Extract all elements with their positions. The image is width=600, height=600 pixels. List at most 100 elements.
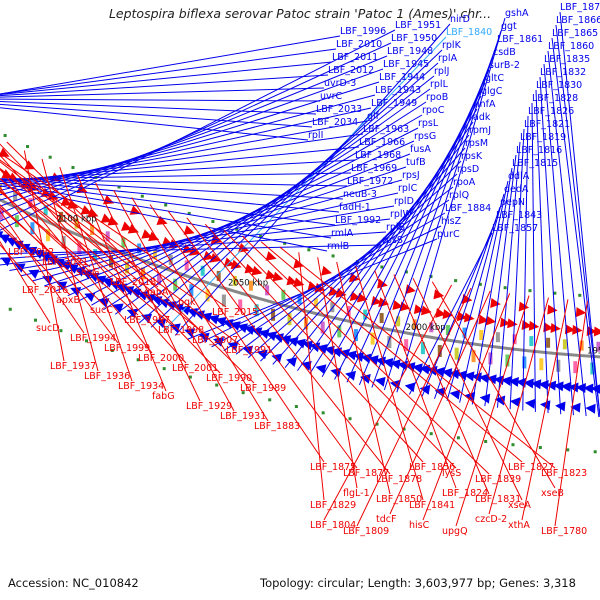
gene-label-forward[interactable]: ddlA	[508, 171, 530, 182]
gene-label-forward[interactable]: LBF_1968	[355, 150, 401, 161]
gene-arrow[interactable]	[442, 309, 454, 320]
gene-label-forward[interactable]: LBF_1843	[496, 210, 542, 221]
feature-block[interactable]	[205, 289, 210, 302]
gene-arrow[interactable]	[121, 283, 135, 296]
gene-arrow[interactable]	[67, 199, 80, 213]
gene-label-reverse[interactable]: LBF_1877	[343, 468, 389, 479]
gene-arrow[interactable]	[524, 398, 536, 409]
gene-arrow[interactable]	[411, 362, 423, 374]
gene-label-reverse[interactable]: LBF_1823	[541, 468, 587, 479]
gene-label-reverse[interactable]: LBF_1831	[475, 494, 521, 505]
gene-label-forward[interactable]: LBF_1948	[387, 46, 433, 57]
gene-label-forward[interactable]: LBF_1821	[524, 119, 570, 130]
gene-arrow[interactable]	[523, 378, 534, 389]
gene-arrow[interactable]	[441, 367, 453, 379]
feature-block[interactable]	[287, 313, 292, 326]
feature-block[interactable]	[387, 335, 392, 348]
feature-block[interactable]	[221, 294, 226, 307]
gene-label-forward[interactable]: LBF_1972	[347, 176, 393, 187]
gene-label-reverse[interactable]: xseB	[541, 488, 564, 499]
gene-label-forward[interactable]: rplQ	[449, 190, 469, 201]
feature-block[interactable]	[445, 325, 450, 336]
gene-arrow[interactable]	[321, 265, 333, 278]
gene-label-forward[interactable]: fadH-1	[339, 202, 371, 213]
gene-arrow[interactable]	[500, 375, 512, 387]
gene-label-forward[interactable]: rplD	[394, 196, 414, 207]
gene-label-forward[interactable]: LBF_1951	[395, 20, 441, 31]
gene-label-forward[interactable]: LBF_1884	[445, 203, 491, 214]
gene-label-forward[interactable]: rpsJ	[402, 170, 420, 181]
feature-block[interactable]	[281, 289, 286, 300]
gene-arrow[interactable]	[300, 358, 312, 371]
gene-label-forward[interactable]: LBF_2034	[312, 117, 358, 128]
gene-arrow[interactable]	[485, 315, 497, 327]
gene-arrow[interactable]	[543, 322, 554, 333]
gene-arrow[interactable]	[389, 378, 401, 390]
gene-label-forward[interactable]: LBF_1949	[371, 98, 417, 109]
feature-block[interactable]	[141, 267, 146, 280]
gene-label-reverse[interactable]: LBF_1850	[376, 494, 422, 505]
feature-block[interactable]	[454, 347, 459, 360]
gene-arrow[interactable]	[499, 317, 511, 328]
feature-block[interactable]	[271, 308, 276, 321]
gene-arrow[interactable]	[244, 263, 257, 276]
gene-label-reverse[interactable]: LBF_1999	[104, 343, 150, 354]
feature-block[interactable]	[573, 361, 578, 374]
gene-arrow[interactable]	[456, 369, 468, 381]
feature-block[interactable]	[471, 350, 476, 363]
gene-arrow[interactable]	[315, 342, 328, 354]
gene-arrow[interactable]	[150, 293, 163, 306]
gene-label-forward[interactable]: LBF_1826	[528, 106, 574, 117]
gene-label-forward[interactable]: LBF_2011	[332, 52, 378, 63]
gene-label-reverse[interactable]: LBF_1934	[118, 381, 164, 392]
gene-arrow[interactable]	[264, 329, 277, 342]
gene-arrow[interactable]	[0, 227, 4, 241]
gene-arrow[interactable]	[553, 380, 564, 392]
gene-arrow[interactable]	[545, 380, 557, 391]
feature-block[interactable]	[254, 304, 259, 317]
gene-label-forward[interactable]: rpsK	[461, 151, 483, 162]
gene-label-forward[interactable]: rpsG	[414, 131, 436, 142]
gene-arrow[interactable]	[538, 379, 549, 390]
gene-label-forward[interactable]: rplB	[386, 222, 405, 233]
gene-label-forward[interactable]: rpoB	[426, 92, 448, 103]
gene-label-forward[interactable]: hisZ	[441, 216, 462, 227]
gene-arrow[interactable]	[508, 376, 519, 387]
feature-block[interactable]	[121, 237, 126, 248]
gene-arrow[interactable]	[509, 396, 521, 408]
gene-arrow[interactable]	[478, 314, 489, 326]
feature-block[interactable]	[539, 358, 544, 371]
gene-label-forward[interactable]: LBF_1815	[512, 158, 558, 169]
gene-arrow[interactable]	[421, 305, 433, 317]
feature-block[interactable]	[200, 265, 205, 276]
gene-arrow[interactable]	[293, 258, 305, 271]
gene-label-reverse[interactable]: upgQ	[442, 526, 468, 537]
gene-arrow[interactable]	[157, 295, 170, 309]
feature-block[interactable]	[248, 280, 253, 291]
feature-block[interactable]	[30, 222, 35, 235]
feature-block[interactable]	[320, 321, 325, 334]
gene-arrow[interactable]	[24, 243, 38, 257]
gene-label-forward[interactable]: rplA	[438, 53, 458, 64]
gene-label-forward[interactable]: LBF_2010	[336, 39, 382, 50]
gene-arrow[interactable]	[236, 321, 248, 333]
gene-arrow[interactable]	[463, 312, 475, 324]
gene-arrow[interactable]	[374, 375, 386, 387]
gene-label-forward[interactable]: LBF_1830	[536, 80, 582, 91]
gene-label-forward[interactable]: LBF_1963	[363, 124, 409, 135]
gene-label-reverse[interactable]: fabG	[152, 391, 175, 402]
gene-label-forward[interactable]: rpmJ	[469, 125, 491, 136]
gene-arrow[interactable]	[0, 230, 11, 244]
feature-block[interactable]	[479, 329, 484, 340]
feature-block[interactable]	[379, 313, 384, 324]
gene-label-reverse[interactable]: gapA	[144, 287, 169, 298]
gene-label-forward[interactable]: uvrC	[320, 91, 343, 102]
gene-label-forward[interactable]: dedA	[504, 184, 529, 195]
gene-label-forward[interactable]: LBF_1857	[492, 223, 538, 234]
gene-arrow[interactable]	[293, 277, 305, 289]
feature-block[interactable]	[46, 229, 51, 242]
gene-arrow[interactable]	[405, 284, 417, 296]
gene-label-reverse[interactable]: LBF_2015	[212, 307, 258, 318]
gene-label-reverse[interactable]: LBF_1989	[240, 383, 286, 394]
gene-label-reverse[interactable]: LBF_1990	[206, 373, 252, 384]
